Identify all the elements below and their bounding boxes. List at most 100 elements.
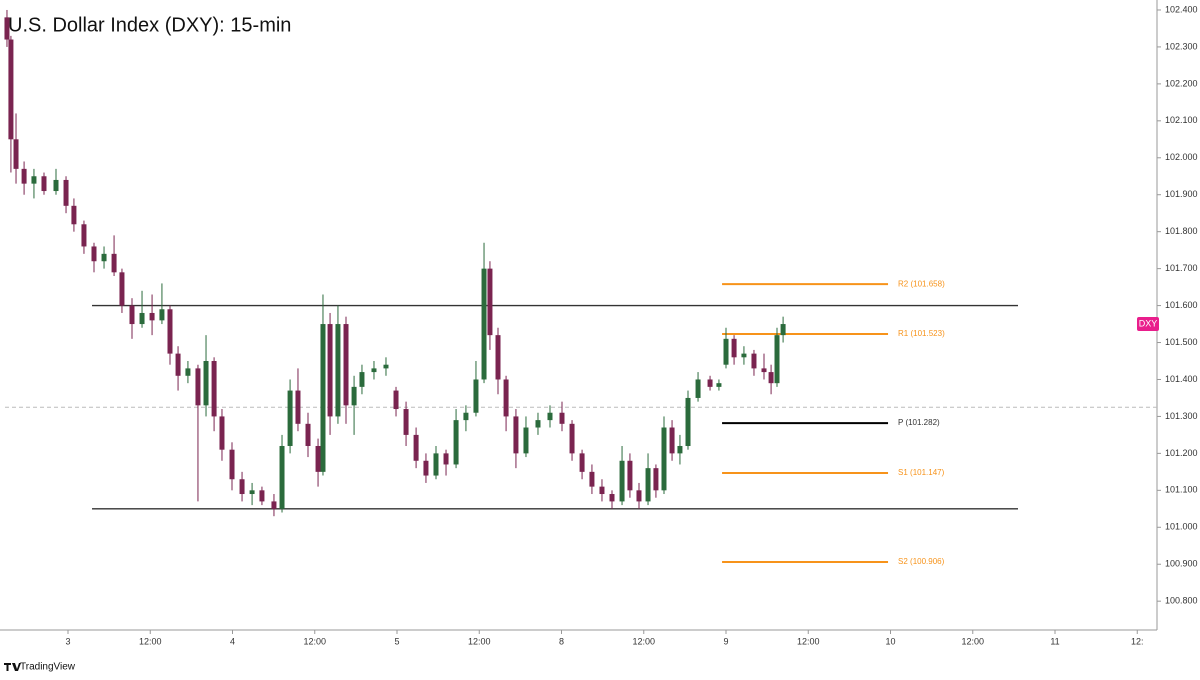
candle-body xyxy=(211,361,217,417)
candle-body xyxy=(249,490,255,495)
candle-body xyxy=(41,176,47,192)
candle-body xyxy=(139,312,145,325)
candle-body xyxy=(589,471,595,487)
candle-body xyxy=(780,324,786,336)
candle-body xyxy=(731,338,737,358)
candle-body xyxy=(495,335,501,380)
y-tick-label: 100.900 xyxy=(1165,559,1198,569)
candle-body xyxy=(645,468,651,502)
x-tick-label: 12:00 xyxy=(797,636,820,646)
candle-body xyxy=(287,390,293,446)
candle-body xyxy=(383,364,389,369)
pivot-label: S1 (101.147) xyxy=(898,468,945,477)
candle-body xyxy=(463,412,469,421)
candle-body xyxy=(503,379,509,417)
y-tick-label: 101.700 xyxy=(1165,263,1198,273)
candle-body xyxy=(443,453,449,465)
candle-body xyxy=(335,324,341,417)
x-tick-label: 3 xyxy=(65,636,70,646)
candle-body xyxy=(423,460,429,476)
symbol-badge xyxy=(1137,317,1159,332)
y-tick-label: 101.200 xyxy=(1165,448,1198,458)
candle-body xyxy=(219,416,225,450)
candle-body xyxy=(627,460,633,491)
y-tick-label: 102.400 xyxy=(1165,4,1198,14)
candle-body xyxy=(91,246,97,262)
candle-body xyxy=(741,353,747,358)
candle-body xyxy=(481,268,487,380)
candle-body xyxy=(473,379,479,413)
candle-body xyxy=(71,205,77,225)
y-tick-label: 102.300 xyxy=(1165,41,1198,51)
candle-body xyxy=(723,338,729,365)
candle-body xyxy=(203,361,209,406)
x-tick-label: 12:00 xyxy=(139,636,162,646)
y-tick-label: 101.600 xyxy=(1165,300,1198,310)
y-tick-label: 101.400 xyxy=(1165,374,1198,384)
candle-body xyxy=(63,179,69,206)
candle-body xyxy=(695,379,701,398)
candle-body xyxy=(295,390,301,424)
candle-body xyxy=(343,324,349,406)
candle-body xyxy=(413,434,419,461)
candle-body xyxy=(677,445,683,454)
candle-body xyxy=(279,445,285,509)
candle-body xyxy=(21,168,27,184)
candle-body xyxy=(53,179,59,192)
candle-body xyxy=(305,423,311,446)
candle-body xyxy=(129,305,135,325)
chart-title: U.S. Dollar Index (DXY): 15-min xyxy=(8,14,291,36)
candle-body xyxy=(4,17,10,40)
x-tick-label: 10 xyxy=(886,636,896,646)
brand: TradingView xyxy=(4,662,76,673)
candle-body xyxy=(661,427,667,491)
candle-body xyxy=(768,372,774,384)
x-tick-label: 8 xyxy=(559,636,564,646)
candle-body xyxy=(636,490,642,502)
candle-body xyxy=(81,224,87,247)
x-tick-label: 5 xyxy=(394,636,399,646)
candle-body xyxy=(535,420,541,428)
pivot-label: R2 (101.658) xyxy=(898,279,945,288)
candle-body xyxy=(547,412,553,421)
x-tick-label: 11 xyxy=(1050,636,1059,646)
candle-body xyxy=(707,379,713,387)
x-tick-label: 12:00 xyxy=(961,636,984,646)
y-tick-label: 101.500 xyxy=(1165,337,1198,347)
candle-body xyxy=(259,490,265,502)
candle-body xyxy=(487,268,493,336)
candle-body xyxy=(393,390,399,410)
x-tick-label: 12:00 xyxy=(632,636,655,646)
y-tick-label: 102.100 xyxy=(1165,115,1198,125)
pivot-label: R1 (101.523) xyxy=(898,329,945,338)
candle-body xyxy=(8,39,14,140)
x-tick-label: 12: xyxy=(1131,636,1144,646)
brand-name: TradingView xyxy=(20,662,76,673)
candle-body xyxy=(579,453,585,472)
candle-body xyxy=(774,335,780,384)
candle-body xyxy=(111,253,117,273)
y-tick-label: 101.300 xyxy=(1165,411,1198,421)
candle-body xyxy=(359,372,365,387)
y-tick-label: 102.000 xyxy=(1165,152,1198,162)
candle-body xyxy=(351,386,357,406)
candle-body xyxy=(599,486,605,495)
candle-body xyxy=(315,445,321,472)
candle-body xyxy=(149,312,155,321)
candle-body xyxy=(195,368,201,406)
candle-body xyxy=(119,272,125,306)
candle-body xyxy=(320,324,326,472)
y-tick-label: 101.800 xyxy=(1165,226,1198,236)
candle-body xyxy=(271,501,277,509)
y-tick-label: 101.100 xyxy=(1165,485,1198,495)
candle-body xyxy=(569,423,575,454)
x-tick-label: 12:00 xyxy=(303,636,326,646)
candle-body xyxy=(327,324,333,417)
candle-body xyxy=(101,253,107,262)
candle-body xyxy=(167,309,173,354)
candle-body xyxy=(523,427,529,454)
candle-body xyxy=(175,353,181,376)
candle-body xyxy=(453,420,459,465)
